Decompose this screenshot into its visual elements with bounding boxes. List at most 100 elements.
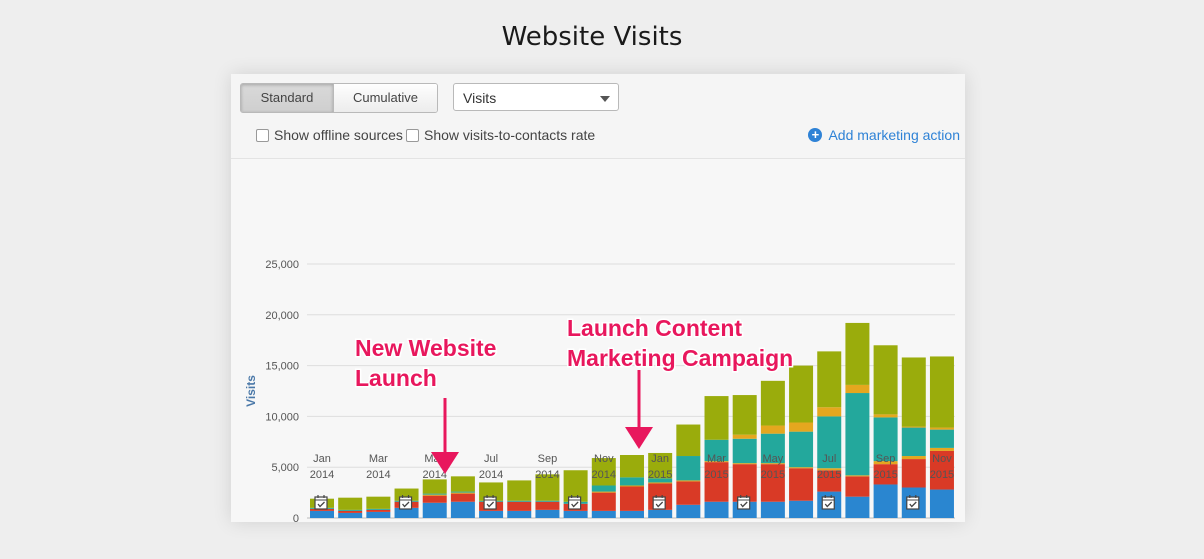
annotation-arrow-head	[625, 427, 653, 449]
bar-segment	[422, 502, 447, 518]
x-tick-label: Sep	[538, 453, 558, 465]
bar-segment	[873, 345, 898, 415]
bar-segment	[648, 452, 673, 479]
bar-segment	[535, 509, 560, 518]
bar-segment	[422, 494, 447, 496]
annotation-label: Launch Content	[567, 315, 742, 341]
bar-segment	[789, 365, 814, 423]
x-tick-label: 2015	[817, 469, 841, 481]
bar-segment	[817, 407, 842, 417]
x-tick-label: 2014	[535, 469, 559, 481]
bar-segment	[422, 479, 447, 494]
bar-segment	[873, 464, 898, 485]
bar-segment	[929, 489, 954, 518]
plus-circle-icon: +	[808, 128, 823, 142]
x-tick-label: Nov	[932, 453, 952, 465]
x-tick-label: 2015	[704, 469, 728, 481]
x-tick-label: Jul	[822, 453, 836, 465]
visits-rate-toggle[interactable]: Show visits-to-contacts rate	[406, 127, 595, 143]
bar-segment	[479, 482, 504, 501]
calendar-check-icon[interactable]	[483, 495, 497, 510]
calendar-check-icon[interactable]	[906, 495, 920, 510]
calendar-check-icon[interactable]	[568, 495, 582, 510]
calendar-check-icon[interactable]	[314, 495, 328, 510]
annotation-label: Marketing Campaign	[567, 345, 793, 371]
bar-segment	[929, 447, 954, 451]
bar-segment	[648, 482, 673, 484]
bar-segment	[338, 509, 363, 511]
y-tick-label: 20,000	[265, 310, 299, 322]
x-tick-label: 2014	[592, 469, 616, 481]
bar-segment	[507, 480, 532, 501]
bar-segment	[450, 491, 475, 493]
bar-segment	[845, 384, 870, 394]
x-tick-label: 2015	[761, 469, 785, 481]
bar-segment	[535, 474, 560, 501]
bar-segment	[310, 510, 334, 518]
bar-segment	[704, 461, 729, 463]
bar-segment	[507, 501, 532, 511]
bar-segment	[732, 463, 757, 465]
bar-segment	[676, 504, 701, 518]
bar-segment	[845, 322, 870, 385]
bar-segment	[422, 495, 447, 503]
bar-segment	[366, 511, 391, 518]
x-tick-label: 2015	[648, 469, 672, 481]
bar-segment	[817, 351, 842, 408]
bar-segment	[563, 510, 588, 518]
bar-segment	[338, 510, 363, 513]
bar-segment	[422, 493, 447, 495]
bar-segment	[929, 356, 954, 428]
bar-segment	[591, 491, 616, 493]
bar-segment	[760, 463, 785, 465]
bar-segment	[873, 414, 898, 418]
bar-segment	[901, 456, 926, 460]
x-tick-label: Nov	[594, 453, 614, 465]
bar-segment	[591, 492, 616, 511]
calendar-check-icon[interactable]	[398, 495, 413, 510]
bar-segment	[817, 470, 842, 492]
bar-segment	[676, 480, 701, 482]
page-title: Website Visits	[501, 22, 683, 52]
x-tick-label: 2014	[310, 469, 334, 481]
y-tick-label: 25,000	[265, 259, 299, 271]
metric-select-value: Visits	[463, 90, 497, 106]
bar-segment	[676, 424, 701, 457]
x-tick-label: 2015	[930, 469, 954, 481]
x-tick-label: Mar	[369, 453, 388, 465]
calendar-check-icon[interactable]	[821, 495, 835, 510]
bar-segment	[619, 485, 644, 487]
x-tick-label: 2014	[422, 469, 446, 481]
offline-sources-toggle[interactable]: Show offline sources	[256, 127, 403, 143]
y-tick-label: 15,000	[265, 361, 299, 373]
metric-select[interactable]: Visits	[453, 83, 619, 111]
bar-segment	[450, 476, 475, 492]
cumulative-button[interactable]: Cumulative	[334, 84, 437, 112]
add-marketing-action-link[interactable]: + Add marketing action	[808, 127, 960, 143]
bar-segment	[338, 497, 363, 510]
x-tick-label: Jan	[651, 453, 669, 465]
bar-segment	[366, 509, 391, 512]
bar-segment	[845, 393, 870, 476]
bar-segment	[789, 500, 814, 518]
x-tick-label: May	[762, 453, 783, 465]
x-tick-label: Jul	[484, 453, 498, 465]
bar-segment	[845, 475, 870, 477]
bar-segment	[732, 395, 757, 435]
standard-button[interactable]: Standard	[241, 84, 334, 112]
calendar-check-icon[interactable]	[652, 495, 666, 510]
bar-segment	[760, 501, 785, 518]
bar-segment	[366, 508, 391, 510]
bar-segment	[901, 426, 926, 428]
visits-rate-checkbox[interactable]	[406, 128, 419, 142]
calendar-check-icon[interactable]	[737, 495, 751, 510]
bar-segment	[648, 509, 673, 518]
x-tick-label: 2014	[366, 469, 390, 481]
bar-segment	[760, 464, 785, 502]
bar-segment	[789, 467, 814, 469]
bar-segment	[507, 510, 532, 518]
offline-sources-checkbox[interactable]	[256, 128, 269, 142]
bar-segment	[450, 492, 475, 494]
annotation-label: New Website	[355, 335, 496, 361]
bar-segment	[619, 455, 644, 478]
